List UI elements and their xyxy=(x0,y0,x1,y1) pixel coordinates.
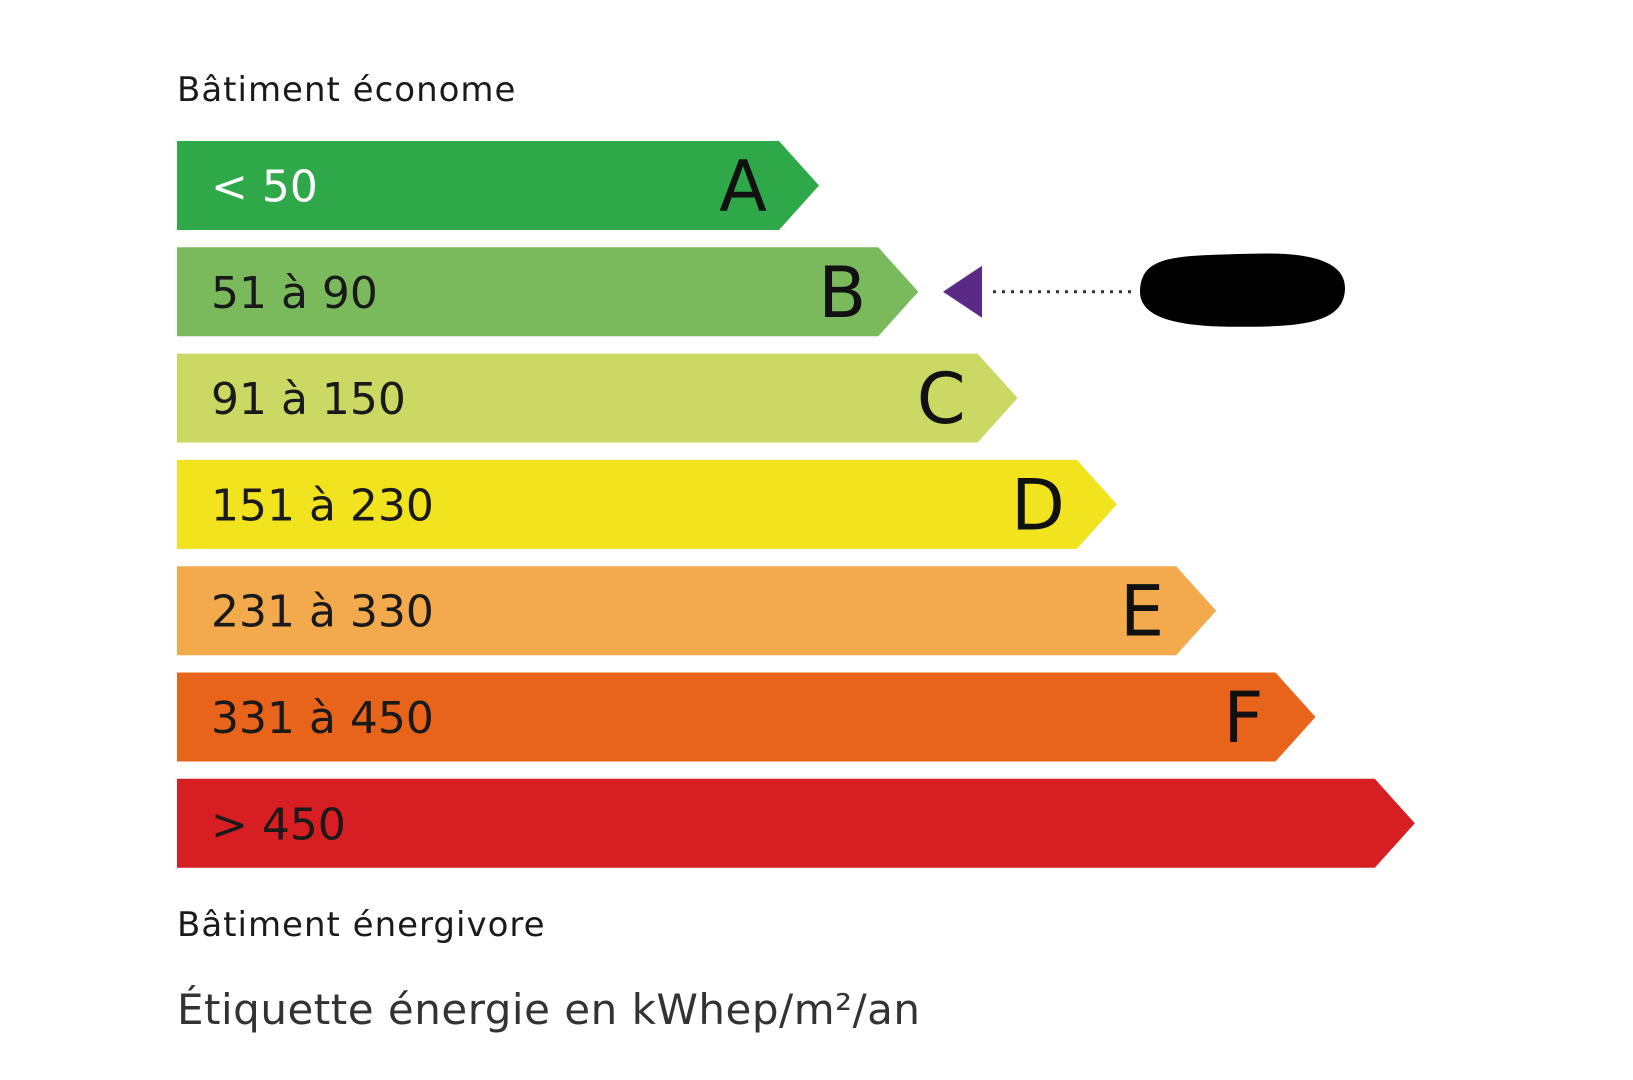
footer-label: Bâtiment énergivore xyxy=(177,905,546,945)
bar-B xyxy=(177,247,919,337)
bar-range-label: 51 à 90 xyxy=(211,268,378,319)
bar-G xyxy=(177,778,1415,868)
bar-F xyxy=(177,672,1316,762)
bar-class-letter: A xyxy=(719,146,767,228)
caption: Étiquette énergie en kWhep/m²/an xyxy=(177,985,921,1034)
bar-D xyxy=(177,459,1117,549)
title-label: Bâtiment économe xyxy=(177,70,517,110)
bar-class-letter: D xyxy=(1011,464,1065,546)
bar-range-label: 331 à 450 xyxy=(211,693,434,744)
bar-class-letter: E xyxy=(1120,571,1164,653)
bar-range-label: > 450 xyxy=(211,799,346,850)
bar-range-label: 231 à 330 xyxy=(211,587,434,638)
bar-range-label: 151 à 230 xyxy=(211,480,434,531)
bar-A xyxy=(177,141,819,230)
bar-C xyxy=(177,353,1018,443)
bar-class-letter: C xyxy=(917,358,966,440)
indicator-arrow-icon xyxy=(943,265,982,318)
bar-range-label: < 50 xyxy=(211,162,318,213)
bar-class-letter: B xyxy=(818,252,866,334)
bar-class-letter: F xyxy=(1223,677,1263,759)
redacted-value-blob xyxy=(1140,253,1345,327)
bar-range-label: 91 à 150 xyxy=(211,374,406,425)
bar-E xyxy=(177,566,1217,656)
